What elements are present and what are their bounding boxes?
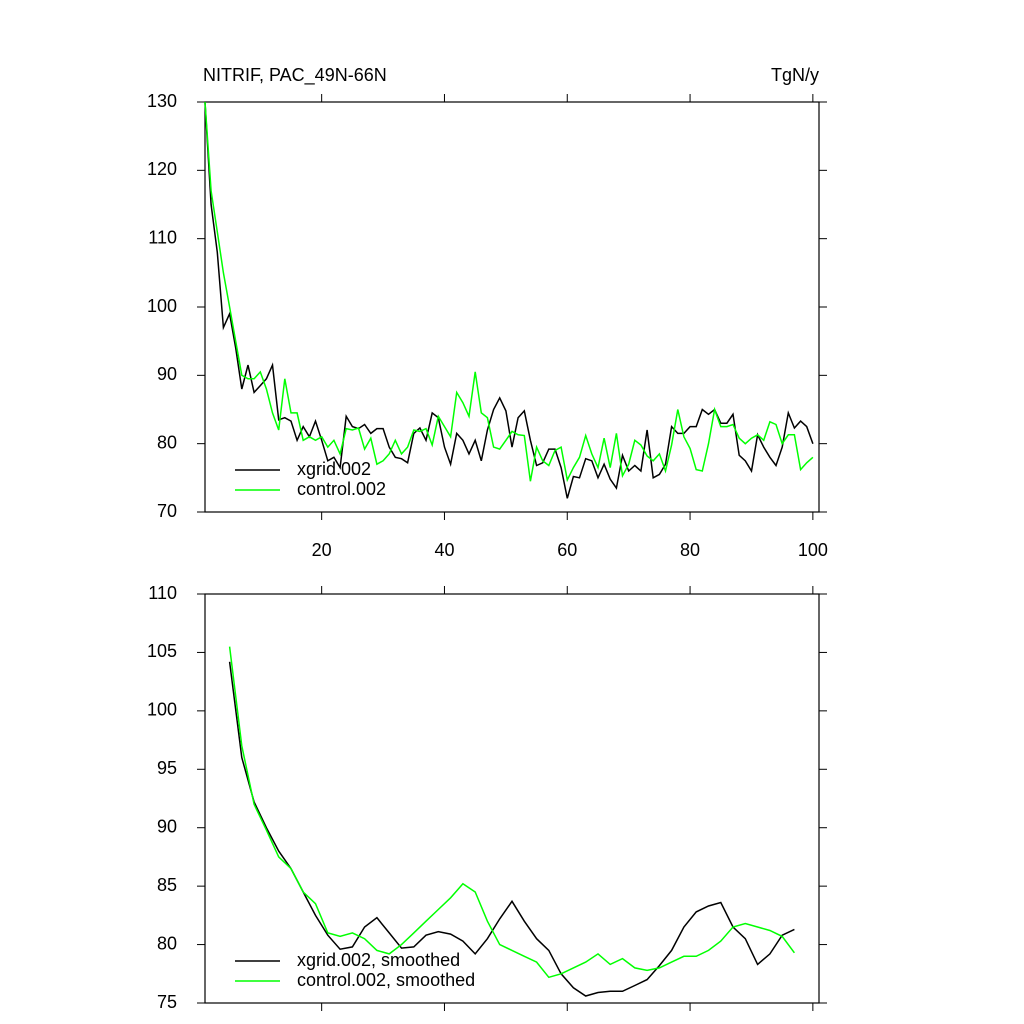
data-line bbox=[204, 101, 814, 483]
plot-frame bbox=[204, 593, 820, 1004]
y-tick-label: 120 bbox=[147, 159, 177, 179]
y-tick-label: 105 bbox=[147, 641, 177, 661]
units-label: TgN/y bbox=[771, 65, 819, 85]
y-tick-label: 90 bbox=[157, 816, 177, 836]
legend-label: control.002 bbox=[297, 479, 386, 499]
y-tick-label: 75 bbox=[157, 992, 177, 1012]
y-tick-label: 70 bbox=[157, 501, 177, 521]
x-tick-label: 40 bbox=[434, 540, 454, 560]
y-tick-label: 95 bbox=[157, 758, 177, 778]
y-tick-label: 80 bbox=[157, 432, 177, 452]
y-tick-label: 110 bbox=[148, 583, 177, 603]
chart-title: NITRIF, PAC_49N-66N bbox=[203, 65, 387, 86]
x-tick-label: 60 bbox=[557, 540, 577, 560]
data-line bbox=[228, 661, 795, 997]
x-tick-label: 20 bbox=[312, 540, 332, 560]
data-line bbox=[228, 646, 796, 979]
legend-label: xgrid.002, smoothed bbox=[297, 950, 460, 970]
data-line bbox=[204, 101, 814, 499]
y-tick-label: 110 bbox=[148, 227, 177, 247]
x-tick-label: 80 bbox=[680, 540, 700, 560]
y-tick-label: 90 bbox=[157, 364, 177, 384]
y-tick-label: 85 bbox=[157, 875, 177, 895]
legend-label: control.002, smoothed bbox=[297, 970, 475, 990]
y-tick-label: 100 bbox=[147, 700, 177, 720]
y-tick-label: 100 bbox=[147, 296, 177, 316]
plot-frame bbox=[204, 101, 820, 513]
x-tick-label: 100 bbox=[798, 540, 828, 560]
y-tick-label: 130 bbox=[147, 91, 177, 111]
y-tick-label: 80 bbox=[157, 933, 177, 953]
legend-label: xgrid.002 bbox=[297, 459, 371, 479]
